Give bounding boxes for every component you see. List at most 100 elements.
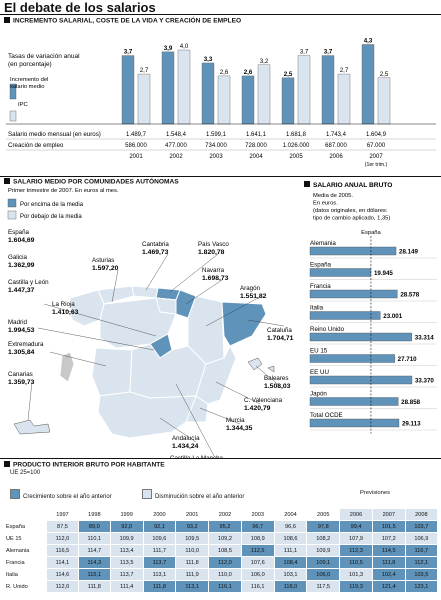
value-cell: 112,5 [240, 544, 275, 557]
value-cell: 114,5 [371, 544, 406, 557]
salary-bar [309, 375, 413, 385]
value-cell: 113,5 [109, 556, 144, 569]
legend-ipc-swatch [9, 110, 17, 122]
country-label: Francia [310, 283, 331, 290]
salary-bar [309, 354, 395, 363]
bar-value-label: 4,0 [180, 43, 189, 50]
country-label: EE UU [310, 369, 329, 376]
portugal-shape [59, 351, 75, 383]
value-cell: 103,7 [404, 520, 437, 533]
jobs-value: 586.000 [125, 143, 147, 149]
region-value: 1.410,63 [52, 309, 79, 316]
value-cell: 107,2 [371, 532, 406, 545]
region-name: Castilla y León [8, 279, 49, 286]
leader-line [185, 279, 223, 305]
value-cell: 92,0 [109, 520, 144, 533]
footnote: (1er trim.) [365, 162, 388, 168]
leader-line [215, 381, 261, 405]
country-label: España [310, 262, 332, 269]
legend-ipc-label: IPC [18, 102, 28, 108]
value-cell: 108,9 [240, 532, 275, 545]
value-cell: 114,7 [77, 544, 111, 557]
region-extremadura [91, 347, 133, 397]
heading-square [304, 181, 310, 187]
salary-bar [309, 397, 399, 406]
region-name: Cataluña [267, 327, 292, 334]
value-cell: 113,7 [109, 568, 144, 581]
value-cell: 111,1 [273, 544, 307, 557]
salary-bar [309, 268, 372, 277]
value-cell: 118,0 [273, 580, 307, 592]
salary-bar [309, 332, 412, 342]
value-cell: 109,1 [306, 556, 340, 569]
value-cell: 114,1 [46, 556, 79, 569]
year-header: 2008 [404, 509, 437, 521]
region-value: 1.508,03 [264, 383, 291, 390]
country-label: Alemania [310, 240, 336, 247]
value-cell: 109,2 [208, 532, 242, 545]
legend-dark-swatch [9, 83, 17, 100]
leader-line [175, 383, 215, 457]
axis-label: Tasas de variación anual [8, 53, 80, 60]
value-cell: 103,5 [404, 568, 437, 581]
region-value: 1.469,73 [142, 249, 169, 256]
legend-below-label: Por debajo de la media [20, 214, 82, 220]
bar [337, 73, 351, 125]
year-header: 1997 [46, 509, 79, 521]
leader-line [199, 407, 241, 425]
year-label: 2005 [289, 154, 303, 160]
spain-salary-map: Primer trimestre de 2007. En euros al me… [7, 188, 294, 458]
salary-value: 27.710 [398, 356, 417, 363]
bar-value-label: 3,7 [324, 49, 333, 56]
country-cell: R. Unido [4, 580, 47, 592]
bar-value-label: 2,5 [284, 71, 293, 78]
country-cell: Italia [4, 568, 47, 581]
value-cell: 111,8 [175, 556, 209, 569]
leader-line [169, 253, 219, 293]
country-label: EU 15 [310, 348, 328, 355]
salary-bar [309, 418, 400, 428]
region-label: Castilla-La Mancha1.380,70 [170, 455, 224, 458]
salary-value: 1.599,1 [206, 132, 227, 138]
region-value: 1.597,20 [92, 265, 119, 272]
table-row: España 87,5 89,0 92,0 92,1 93,2 95,2 96,7 96,6 97… [4, 520, 437, 533]
corner-cell [4, 509, 47, 521]
region-name: La Rioja [52, 301, 75, 308]
value-cell: 115,1 [77, 568, 111, 581]
value-cell: 111,4 [109, 580, 144, 592]
country-label: Japón [310, 391, 327, 398]
country-label: Total OCDE [310, 412, 343, 419]
bar [121, 55, 135, 125]
region-name: España [8, 229, 30, 236]
value-cell: 108,4 [273, 556, 307, 569]
bar-value-label: 2,6 [244, 69, 253, 76]
region-name: Asturias [92, 257, 114, 264]
value-cell: 106,0 [240, 568, 275, 581]
value-cell: 107,9 [339, 532, 373, 545]
year-header: 2004 [273, 509, 307, 521]
jobs-value: 734.000 [205, 143, 227, 149]
country-cell: Alemania [4, 544, 47, 557]
annual-salary-chart: SALARIO ANUAL BRUTO Media de 2005. En euro… [304, 181, 437, 434]
leader-line [37, 327, 155, 351]
region-value: 1.362,99 [8, 262, 35, 269]
table-row: R. Unido 112,0 111,8 111,4 111,8 113,1 116,1 11… [4, 580, 437, 592]
region-value: 1.344,35 [226, 425, 253, 432]
page-title: El debate de los salarios [4, 0, 156, 15]
value-cell: 119,3 [339, 580, 373, 592]
value-cell: 108,5 [208, 544, 242, 557]
bar [161, 51, 175, 125]
bar [201, 62, 215, 125]
value-cell: 117,5 [306, 580, 340, 592]
legend-decline: Disminución sobre el año anterior [142, 489, 244, 500]
value-cell: 106,0 [306, 568, 340, 581]
region-castilla-la-mancha [129, 343, 207, 399]
value-cell: 113,4 [109, 544, 144, 557]
value-cell: 109,6 [142, 532, 176, 545]
bar [241, 75, 255, 125]
salary-value: 19.945 [374, 270, 393, 277]
value-cell: 103,1 [273, 568, 307, 581]
